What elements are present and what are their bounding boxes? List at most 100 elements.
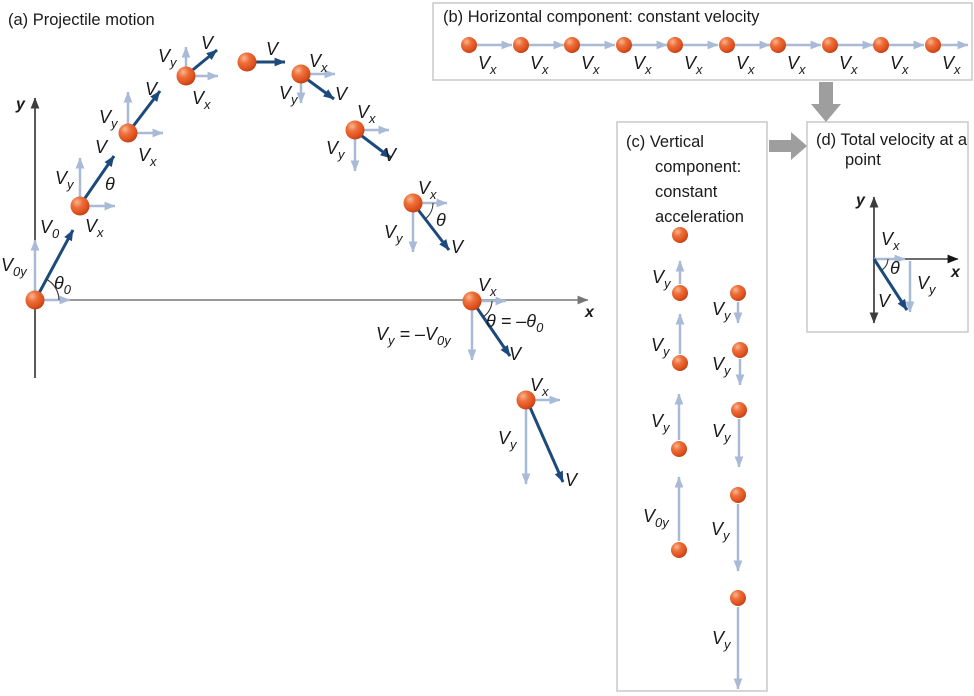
vector-label: Vx — [787, 53, 806, 77]
vector-arrow — [303, 75, 335, 101]
projectile-ball — [291, 64, 311, 84]
vector-label: Vx — [633, 53, 652, 77]
projectile-ball — [461, 37, 477, 53]
vector-label: Vx — [309, 51, 328, 75]
vector-label: Vy — [712, 421, 732, 445]
angle-arc — [482, 300, 493, 318]
vector-label: Vx — [478, 275, 497, 299]
angle-arc — [45, 278, 60, 301]
vector-label: Vx — [530, 375, 549, 399]
projectile-ball — [616, 37, 632, 53]
vector-arrow — [188, 48, 218, 75]
vector-label: θ — [890, 258, 900, 278]
vector-label: Vy = –V0y — [376, 324, 452, 348]
vector-label: Vx — [881, 229, 900, 253]
vector-label: θ — [436, 210, 446, 230]
projectile-ball — [403, 193, 423, 213]
vector-arrow — [36, 229, 75, 296]
projectile-ball — [462, 291, 482, 311]
vector-label: Vx — [581, 53, 600, 77]
vector-label: θ — [105, 174, 115, 194]
vector-label: V0 — [40, 217, 60, 241]
vector-label: Vy — [99, 107, 119, 131]
projectile-ball — [237, 52, 257, 72]
vector-label: Vx — [530, 53, 549, 77]
vector-label: Vy — [498, 428, 518, 452]
projectile-ball — [672, 227, 688, 243]
vector-label: Vx — [839, 53, 858, 77]
vector-label: V — [451, 237, 465, 257]
panel-d-box — [806, 121, 969, 333]
vector-label: V — [878, 291, 892, 311]
vector-label: Vx — [192, 88, 211, 112]
vector-label: Vy — [158, 46, 178, 70]
vector-label: Vy — [326, 138, 346, 162]
vector-label: Vx — [736, 53, 755, 77]
vector-label: Vy — [651, 411, 671, 435]
panel-b-title: (b) Horizontal component: constant veloc… — [443, 8, 760, 26]
vector-label: Vy — [651, 335, 671, 359]
projectile-ball — [70, 196, 90, 216]
vector-arrow — [414, 206, 451, 251]
vector-label: y — [855, 192, 866, 209]
projectile-ball — [873, 37, 889, 53]
vector-label: Vx — [138, 145, 157, 169]
flow-arrow-c-to-d — [769, 132, 807, 160]
projectile-ball — [118, 123, 138, 143]
projectile-ball — [513, 37, 529, 53]
projectile-ball — [732, 342, 748, 358]
angle-arc — [881, 258, 889, 271]
vector-label: Vy — [917, 273, 937, 297]
vector-label: Vy — [652, 267, 672, 291]
vector-label: Vx — [890, 53, 909, 77]
vector-arrow — [81, 155, 116, 202]
projectile-ball — [719, 37, 735, 53]
vector-label: Vy — [279, 83, 299, 107]
projectile-ball — [672, 355, 688, 371]
projectile-ball — [822, 37, 838, 53]
projectile-ball — [671, 542, 687, 558]
projectile-ball — [667, 37, 683, 53]
vector-label: V0y — [643, 506, 670, 530]
vector-label: y — [15, 96, 26, 113]
vector-arrow — [527, 404, 565, 483]
vector-label: Vx — [478, 53, 497, 77]
projectile-ball — [730, 590, 746, 606]
vector-label: V — [201, 33, 215, 53]
panel-d-title: (d) Total velocity at a point — [816, 131, 968, 169]
vector-label: V0y — [1, 255, 28, 279]
vector-label: Vx — [418, 178, 437, 202]
projectile-ball — [672, 285, 688, 301]
projectile-ball — [516, 390, 536, 410]
panel-a-title: (a) Projectile motion — [8, 11, 155, 29]
projectile-ball — [176, 66, 196, 86]
projectile-ball — [770, 37, 786, 53]
vector-label: V — [266, 39, 280, 59]
flow-arrow-b-to-d — [811, 82, 841, 122]
vector-label: Vy — [384, 222, 404, 246]
vector-arrow — [872, 258, 909, 311]
projectile-ball — [925, 37, 941, 53]
vector-label: V — [335, 84, 349, 104]
vector-label: θ0 — [54, 273, 72, 297]
vector-label: Vy — [55, 168, 75, 192]
vector-label: Vx — [85, 216, 104, 240]
vector-label: V — [95, 137, 109, 157]
vector-label: x — [950, 264, 961, 281]
projectile-ball — [25, 290, 45, 310]
projectile-ball — [730, 487, 746, 503]
vector-label: Vx — [357, 102, 376, 126]
vector-label: V — [384, 145, 398, 165]
vector-label: Vx — [684, 53, 703, 77]
vector-label: V — [565, 470, 579, 490]
projectile-ball — [564, 37, 580, 53]
panel-c-title: (c) Vertical component: constant acceler… — [626, 133, 744, 226]
projectile-ball — [731, 402, 747, 418]
angle-arc — [424, 202, 434, 220]
vector-label: θ = –θ0 — [486, 311, 544, 335]
vector-label: x — [584, 304, 595, 321]
vector-arrow — [473, 304, 512, 357]
vector-arrow — [357, 131, 392, 160]
